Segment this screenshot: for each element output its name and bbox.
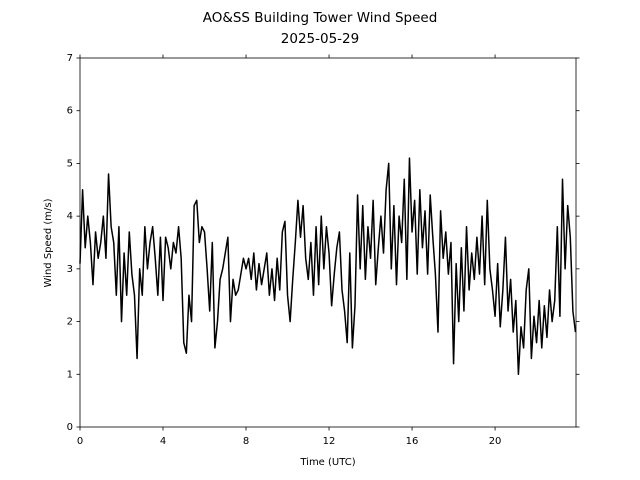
x-axis-label: Time (UTC) [299, 457, 355, 468]
y-tick-label: 4 [67, 211, 73, 222]
y-tick-label: 7 [67, 53, 73, 64]
x-tick-label: 20 [489, 436, 502, 447]
x-tick-label: 0 [77, 436, 83, 447]
x-tick-label: 12 [323, 436, 336, 447]
line [79, 157, 577, 376]
x-tick-label: 4 [160, 436, 166, 447]
y-axis-label: Wind Speed (m/s) [43, 198, 54, 287]
plot-frame [79, 57, 577, 428]
y-tick-label: 1 [67, 369, 73, 380]
y-tick-label: 2 [67, 317, 73, 328]
chart-subtitle: 2025-05-29 [281, 31, 359, 47]
y-tick-label: 5 [67, 158, 73, 169]
y-tick-label: 3 [67, 264, 73, 275]
x-tick-label: 16 [406, 436, 419, 447]
chart-title: AO&SS Building Tower Wind Speed [203, 10, 438, 26]
x-tick-label: 8 [243, 436, 249, 447]
y-tick-label: 0 [67, 422, 73, 433]
y-tick-label: 6 [67, 106, 73, 117]
